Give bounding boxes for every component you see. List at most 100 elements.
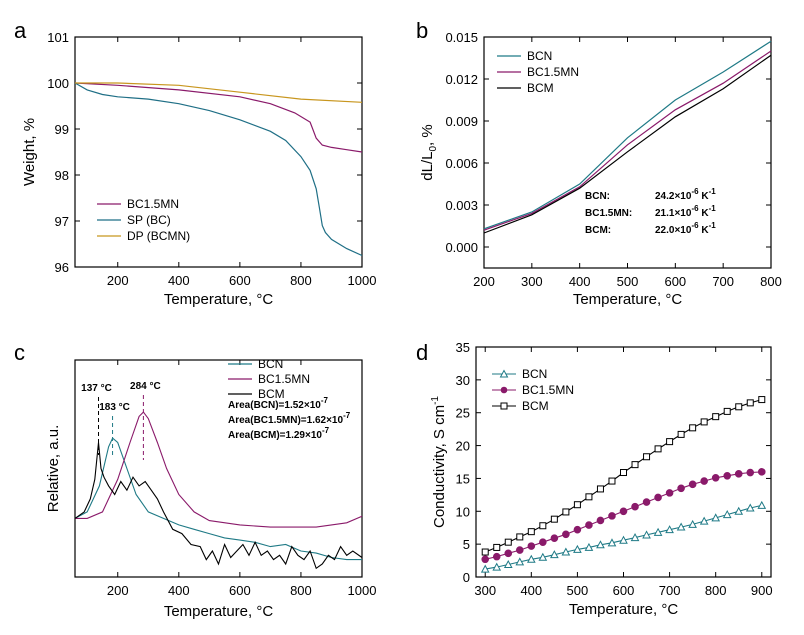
x-tick-label: 300 [521,274,543,289]
data-point-BCM [654,445,662,453]
y-axis-title: Conductivity, S cm-1 [430,396,448,528]
series-line-BC1.5MN [483,50,772,231]
data-point-BC1.5MN [757,468,766,476]
data-point-BC1.5MN [515,546,524,554]
data-point-BCN [653,527,663,536]
panel-letter-b: b [416,18,428,43]
data-point-BCN [688,519,697,528]
data-point-BCN [492,562,502,571]
data-point-BC1.5MN [711,473,720,482]
x-tick-label: 900 [751,583,773,598]
x-tick-label: 400 [168,273,190,288]
x-tick-label: 1000 [348,273,377,288]
data-point-BCM [608,477,616,485]
peak-label: 137 °C [81,383,112,394]
data-point-BCM [550,515,558,523]
y-tick-label: 35 [456,340,470,355]
peak-label: 183 °C [99,402,130,413]
y-tick-label: 100 [47,76,69,91]
legend-entry: BC1.5MN [527,65,579,79]
legend-entry: BC1.5MN [127,197,179,211]
cte-value: 22.0×10-6 K-1 [655,221,716,236]
data-point-BCM [723,407,731,415]
legend-entry: BC1.5MN [522,383,574,397]
cte-label: BC1.5MN: [585,208,632,219]
x-tick-label: 300 [474,583,496,598]
panel-letter-d: d [416,340,428,365]
data-point-BC1.5MN [539,538,547,546]
legend-entry: BCM [527,81,554,95]
data-point-BCM [481,548,489,556]
data-point-BCM [620,469,627,477]
data-point-BC1.5MN [619,507,628,516]
area-annotation: Area(BCM)=1.29×10-7 [228,426,330,441]
data-point-BCN [757,500,767,509]
legend-marker [500,402,508,410]
y-tick-label: 20 [456,439,470,454]
y-tick-label: 25 [456,406,470,421]
x-tick-label: 200 [473,274,495,289]
x-tick-label: 200 [107,273,129,288]
data-point-BCM [689,424,697,432]
data-point-BCM [573,501,581,509]
data-point-BCN [538,552,548,561]
data-point-BC1.5MN [492,552,501,561]
data-point-BCN [734,506,744,515]
x-tick-label: 500 [567,583,589,598]
data-point-BCN [676,522,686,531]
series-line-DP (BCMN) [75,82,363,103]
y-tick-label: 0.003 [445,198,478,213]
legend-entry: BCM [258,387,285,401]
data-point-BC1.5MN [677,484,685,493]
x-tick-label: 700 [712,274,734,289]
chart-panel-c: 200 400 600 800 1000 Temperature, °C Relative,… [45,357,376,620]
data-point-BCN [745,503,755,512]
data-point-BC1.5MN [573,525,582,534]
cte-value: 24.2×10-6 K-1 [655,187,716,202]
data-point-BCN [596,540,605,549]
data-point-BCN [699,516,709,525]
y-tick-label: 0 [463,570,470,585]
x-tick-label: 800 [705,583,727,598]
data-point-BC1.5MN [700,477,708,485]
legend-entry: BC1.5MN [258,372,310,386]
data-point-BCM [666,438,674,446]
cte-value: 21.1×10-6 K-1 [655,204,716,219]
x-tick-label: 800 [760,274,782,289]
data-point-BCM [712,413,720,421]
chart-panel-b: 200 300 400 500 600 700 800 0.000 0.003 0.006 0.00… [419,30,782,308]
data-point-BC1.5MN [596,516,605,525]
data-point-BC1.5MN [527,542,536,550]
y-tick-label: 0.000 [445,240,478,255]
data-point-BC1.5MN [631,502,639,511]
legend-marker [500,386,508,394]
data-point-BCM [585,493,593,501]
y-tick-label: 0.006 [445,156,478,171]
data-point-BC1.5MN [481,555,490,564]
area-annotation: Area(BC1.5MN)=1.62×10-7 [228,411,351,426]
legend-entry: SP (BC) [127,213,171,227]
y-axis-title: dL/L0, % [419,124,439,180]
data-point-BCM [504,538,512,546]
x-tick-label: 600 [664,274,686,289]
panel-letter-a: a [14,18,27,43]
data-point-BCM [677,430,685,438]
peak-label: 284 °C [130,381,161,392]
legend-entry: BCN [258,357,283,371]
x-axis-title: Temperature, °C [164,291,274,308]
chart-panel-a: 200 400 600 800 1000 96 97 98 99 100 101 Temperatur… [21,30,376,308]
x-tick-label: 600 [229,273,251,288]
series-line-BCM [483,54,772,234]
y-tick-label: 0.009 [445,114,478,129]
data-point-BC1.5MN [723,472,732,480]
data-point-BC1.5MN [746,468,755,477]
x-axis-title: Temperature, °C [569,601,679,618]
data-point-BCN [561,547,571,556]
data-point-BCN [480,564,490,573]
data-point-BCM [643,453,651,461]
legend-marker [499,369,509,378]
data-point-BC1.5MN [734,470,743,478]
data-point-BCM [700,418,708,426]
x-tick-label: 1000 [348,583,377,598]
